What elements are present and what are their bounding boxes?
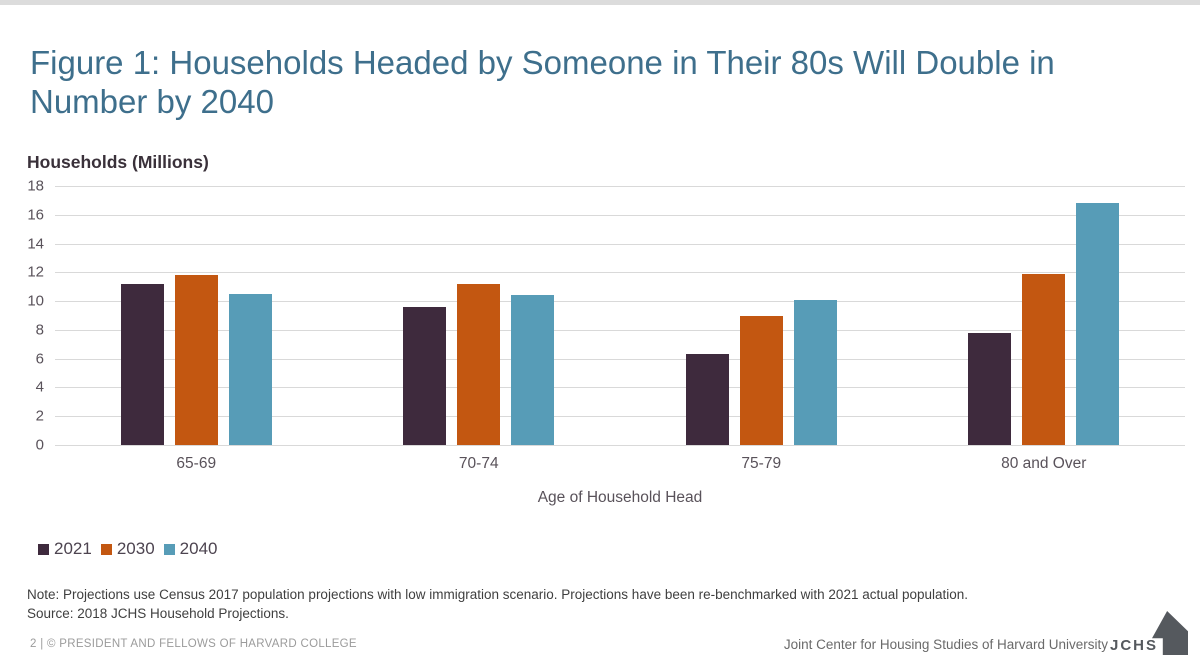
gridline-16: [55, 214, 1185, 216]
figure-title: Figure 1: Households Headed by Someone i…: [30, 44, 1055, 120]
gridline-12: [55, 272, 1185, 274]
bar-group-75-79: [620, 186, 903, 445]
y-tick-label-16: 16: [27, 206, 44, 224]
legend-label-2030: 2030: [116, 539, 155, 558]
y-tick-label-8: 8: [35, 321, 44, 339]
x-category-label-80 and Over: 80 and Over: [1001, 455, 1087, 472]
footer-copyright: 2 | © PRESIDENT AND FELLOWS OF HARVARD C…: [30, 638, 357, 650]
footer-organization: Joint Center for Housing Studies of Harv…: [783, 637, 1108, 652]
legend-label-2040: 2040: [179, 539, 218, 558]
y-tick-label-14: 14: [27, 235, 44, 253]
bar-2021-65-69: [120, 283, 164, 445]
bar-2030-70-74: [457, 283, 501, 445]
bar-2040-70-74: [511, 295, 555, 445]
jchs-logo: JCHS: [1110, 611, 1188, 657]
source-text: Source: 2018 JCHS Household Projections.: [27, 606, 289, 621]
x-axis-category-labels: 65-69 70-74 75-79 80 and Over: [55, 455, 1185, 473]
note-text: Note: Projections use Census 2017 popula…: [27, 587, 969, 602]
legend-item-2040: 2040: [163, 539, 218, 559]
bar-2030-80 and Over: [1022, 273, 1066, 445]
legend-swatch-2040: [163, 543, 175, 555]
bar-chart-plot-area: [55, 186, 1185, 446]
y-tick-label-18: 18: [27, 177, 44, 195]
x-axis-title: Age of Household Head: [537, 489, 703, 506]
bar-groups: [55, 186, 1185, 445]
x-category-label-65-69: 65-69: [176, 455, 217, 472]
gridline-2: [55, 416, 1185, 418]
bar-group-70-74: [338, 186, 621, 445]
chart-legend: 2021 2030 2040: [38, 539, 217, 559]
y-tick-label-12: 12: [27, 263, 44, 281]
legend-swatch-2030: [100, 543, 112, 555]
bar-2030-75-79: [739, 315, 783, 445]
bar-group-65-69: [55, 186, 338, 445]
y-tick-label-2: 2: [35, 407, 44, 425]
y-tick-label-4: 4: [35, 378, 44, 396]
gridline-8: [55, 329, 1185, 331]
bar-2021-80 and Over: [968, 332, 1012, 445]
x-category-label-75-79: 75-79: [741, 455, 782, 472]
bar-2040-80 and Over: [1076, 203, 1120, 445]
gridline-4: [55, 387, 1185, 389]
x-category-label-70-74: 70-74: [458, 455, 499, 472]
gridline-10: [55, 301, 1185, 303]
bar-2040-65-69: [228, 293, 272, 445]
bar-group-80 and Over: [903, 186, 1186, 445]
legend-label-2021: 2021: [54, 539, 92, 558]
bar-2021-75-79: [685, 354, 729, 445]
window-top-edge: [0, 0, 1200, 5]
gridline-18: [55, 186, 1185, 187]
bar-2030-65-69: [174, 275, 218, 445]
gridline-0: [55, 445, 1185, 446]
gridline-14: [55, 243, 1185, 245]
y-tick-label-0: 0: [35, 436, 44, 454]
legend-swatch-2021: [38, 543, 49, 555]
gridline-6: [55, 358, 1185, 360]
legend-item-2021: 2021: [38, 539, 92, 559]
bar-2021-70-74: [403, 306, 447, 445]
bar-2040-75-79: [793, 299, 837, 445]
y-axis-title: Households (Millions): [27, 152, 209, 172]
legend-item-2030: 2030: [100, 539, 155, 559]
y-tick-label-6: 6: [35, 350, 44, 368]
y-tick-label-10: 10: [27, 292, 44, 310]
jchs-logo-text: JCHS: [1110, 637, 1159, 654]
